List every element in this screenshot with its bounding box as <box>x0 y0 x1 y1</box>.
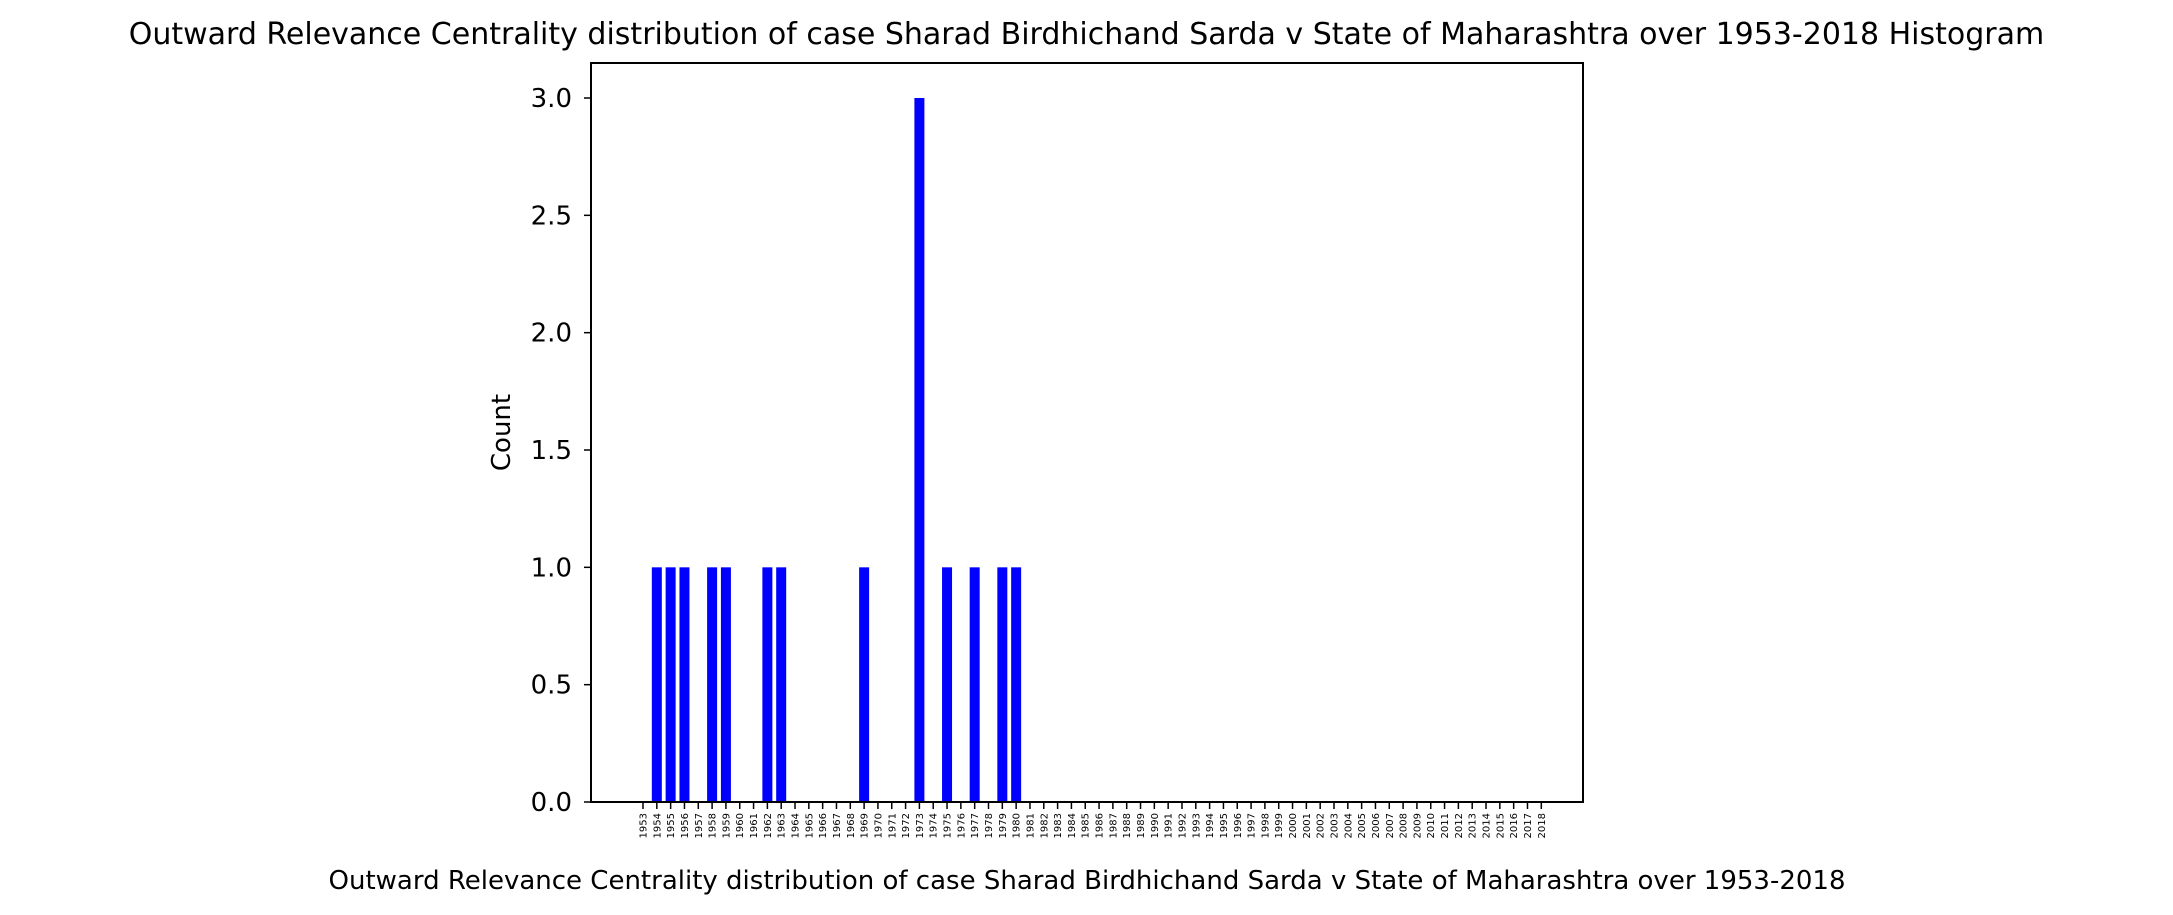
x-axis: 1953 1954 1955 1956 1957 1958 1959 1960 1961 1962… <box>639 802 1548 838</box>
x-tick-label: 1979 <box>998 813 1009 838</box>
x-tick-label: 2011 <box>1440 813 1451 838</box>
x-tick-label: 1960 <box>735 813 746 838</box>
x-tick-label: 1994 <box>1205 813 1216 838</box>
x-tick-label: 1959 <box>721 813 732 838</box>
y-tick-label: 0.0 <box>531 788 572 818</box>
y-axis-label: Count <box>487 394 517 471</box>
x-tick-label: 2016 <box>1509 813 1520 838</box>
x-tick-label: 1999 <box>1274 813 1285 838</box>
x-tick-label: 2015 <box>1495 813 1506 838</box>
x-tick-label: 1990 <box>1150 813 1161 838</box>
x-tick-label: 1998 <box>1260 813 1271 838</box>
x-tick-label: 1984 <box>1067 813 1078 838</box>
x-tick-label: 2005 <box>1357 813 1368 838</box>
bar <box>969 567 980 802</box>
x-tick-label: 1973 <box>915 813 926 838</box>
chart-title: Outward Relevance Centrality distributio… <box>129 17 2045 52</box>
bar <box>651 567 662 802</box>
x-tick-label: 1966 <box>818 813 829 838</box>
x-tick-label: 1955 <box>666 813 677 838</box>
bar <box>762 567 773 802</box>
x-tick-label: 2007 <box>1385 813 1396 838</box>
bar <box>859 567 870 802</box>
x-tick-label: 2017 <box>1523 813 1534 838</box>
bar <box>997 567 1008 802</box>
x-tick-label: 1996 <box>1233 813 1244 838</box>
bar <box>707 567 718 802</box>
x-tick-label: 1976 <box>956 813 967 838</box>
x-tick-label: 1989 <box>1136 813 1147 838</box>
x-tick-label: 2001 <box>1302 813 1313 838</box>
x-tick-label: 1974 <box>929 813 940 838</box>
x-tick-label: 1985 <box>1081 813 1092 838</box>
bars-group <box>651 98 1022 802</box>
y-tick-label: 0.5 <box>531 671 572 701</box>
x-tick-label: 1953 <box>639 813 650 838</box>
x-tick-label: 2010 <box>1426 813 1437 838</box>
x-tick-label: 1995 <box>1219 813 1230 838</box>
x-tick-label: 1992 <box>1177 813 1188 838</box>
x-tick-label: 1954 <box>652 813 663 838</box>
x-tick-label: 1993 <box>1191 813 1202 838</box>
bar <box>942 567 953 802</box>
x-tick-label: 1991 <box>1164 813 1175 838</box>
x-tick-label: 1968 <box>846 813 857 838</box>
x-tick-label: 1980 <box>1012 813 1023 838</box>
x-tick-label: 2014 <box>1482 813 1493 838</box>
bar <box>679 567 690 802</box>
y-tick-label: 2.0 <box>531 319 572 349</box>
x-tick-label: 1967 <box>832 813 843 838</box>
x-tick-label: 1971 <box>887 813 898 838</box>
bar <box>914 98 925 802</box>
y-tick-label: 1.0 <box>531 553 572 583</box>
x-tick-label: 1988 <box>1122 813 1133 838</box>
x-tick-label: 2003 <box>1330 813 1341 838</box>
x-tick-label: 1983 <box>1053 813 1064 838</box>
x-tick-label: 1977 <box>970 813 981 838</box>
x-tick-label: 2002 <box>1316 813 1327 838</box>
x-tick-label: 1972 <box>901 813 912 838</box>
bar <box>720 567 731 802</box>
x-tick-label: 1957 <box>694 813 705 838</box>
x-tick-label: 1958 <box>708 813 719 838</box>
x-tick-label: 2000 <box>1288 813 1299 838</box>
y-tick-label: 2.5 <box>531 201 572 231</box>
x-tick-label: 1978 <box>984 813 995 838</box>
x-tick-label: 1975 <box>943 813 954 838</box>
y-tick-label: 3.0 <box>531 84 572 114</box>
x-tick-label: 1969 <box>860 813 871 838</box>
bar <box>665 567 676 802</box>
x-tick-label: 2018 <box>1537 813 1548 838</box>
x-axis-label: Outward Relevance Centrality distributio… <box>329 866 1846 896</box>
x-tick-label: 1970 <box>873 813 884 838</box>
x-tick-label: 1981 <box>1025 813 1036 838</box>
x-tick-label: 1961 <box>749 813 760 838</box>
x-tick-label: 1963 <box>777 813 788 838</box>
x-tick-label: 2008 <box>1399 813 1410 838</box>
x-tick-label: 2012 <box>1454 813 1465 838</box>
x-tick-label: 1986 <box>1095 813 1106 838</box>
x-tick-label: 2004 <box>1343 813 1354 838</box>
x-tick-label: 1962 <box>763 813 774 838</box>
x-tick-label: 1987 <box>1108 813 1119 838</box>
x-tick-label: 1965 <box>804 813 815 838</box>
x-tick-label: 1956 <box>680 813 691 838</box>
x-tick-label: 2009 <box>1412 813 1423 838</box>
y-axis: 0.0 0.5 1.0 1.5 2.0 2.5 3.0 <box>531 84 591 818</box>
bar <box>776 567 787 802</box>
x-tick-label: 1997 <box>1247 813 1258 838</box>
y-tick-label: 1.5 <box>531 436 572 466</box>
bar <box>1011 567 1022 802</box>
x-tick-label: 2006 <box>1371 813 1382 838</box>
x-tick-label: 2013 <box>1468 813 1479 838</box>
x-tick-label: 1964 <box>791 813 802 838</box>
x-tick-label: 1982 <box>1039 813 1050 838</box>
plot-frame <box>590 62 1584 803</box>
